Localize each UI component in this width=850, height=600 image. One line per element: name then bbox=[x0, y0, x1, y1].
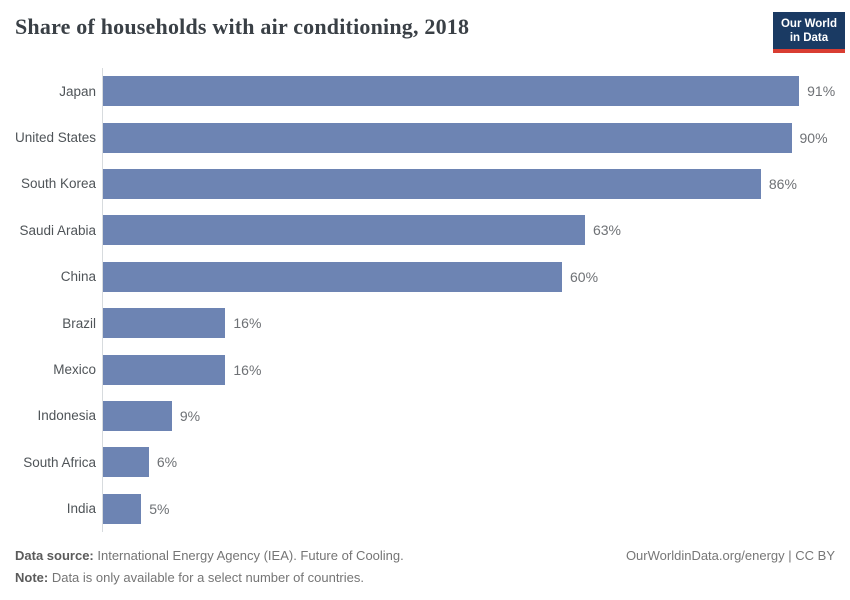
value-label: 9% bbox=[179, 407, 201, 424]
bar-row: United States 90% bbox=[14, 114, 845, 161]
bar[interactable] bbox=[103, 261, 562, 292]
category-label: Brazil bbox=[62, 315, 96, 331]
bar-track: 86% bbox=[102, 160, 845, 208]
value-label: 5% bbox=[149, 500, 170, 517]
bar-row: Indonesia 9% bbox=[14, 392, 845, 440]
note-line: Note: Data is only available for a selec… bbox=[15, 567, 404, 589]
category-label: Indonesia bbox=[37, 408, 96, 424]
bar-track: 91% bbox=[102, 68, 845, 115]
category-label: Saudi Arabia bbox=[19, 222, 96, 238]
category-label: Mexico bbox=[53, 362, 96, 378]
bar[interactable] bbox=[103, 76, 800, 107]
bar-row: Mexico 16% bbox=[14, 346, 845, 393]
bar[interactable] bbox=[103, 447, 149, 478]
value-label: 63% bbox=[592, 222, 621, 239]
bar[interactable] bbox=[103, 400, 172, 431]
bar[interactable] bbox=[103, 122, 792, 153]
bar-track: 16% bbox=[102, 299, 845, 347]
bar[interactable] bbox=[103, 354, 226, 385]
bar-chart: Japan 91% United States 90% South Korea … bbox=[14, 68, 845, 532]
bar-track: 16% bbox=[102, 346, 845, 393]
bar-row: Brazil 16% bbox=[14, 299, 845, 347]
page-title: Share of households with air conditionin… bbox=[15, 14, 470, 39]
bar-track: 90% bbox=[102, 114, 845, 161]
value-label: 60% bbox=[570, 268, 599, 285]
bar-row: Saudi Arabia 63% bbox=[14, 207, 845, 254]
bar[interactable] bbox=[103, 215, 585, 246]
value-label: 6% bbox=[156, 454, 178, 471]
bar-row: India 5% bbox=[14, 485, 845, 532]
bar-track: 5% bbox=[102, 485, 845, 532]
value-label: 16% bbox=[233, 361, 262, 378]
footer: Data source: International Energy Agency… bbox=[15, 545, 835, 589]
data-source-label: Data source: bbox=[15, 548, 94, 563]
bar-track: 63% bbox=[102, 207, 845, 254]
data-source-text: International Energy Agency (IEA). Futur… bbox=[93, 548, 404, 563]
category-label: Japan bbox=[59, 83, 96, 99]
bar-row: China 60% bbox=[14, 253, 845, 300]
category-label: China bbox=[60, 269, 96, 285]
note-text: Data is only available for a select numb… bbox=[48, 570, 364, 585]
bar[interactable] bbox=[103, 168, 761, 199]
data-source-line: Data source: International Energy Agency… bbox=[15, 545, 404, 567]
note-label: Note: bbox=[15, 570, 49, 585]
category-label: South Korea bbox=[20, 176, 96, 192]
value-label: 16% bbox=[233, 315, 262, 332]
category-label: United States bbox=[14, 130, 96, 146]
bar-track: 9% bbox=[102, 392, 845, 440]
value-label: 86% bbox=[768, 175, 797, 192]
attribution-link[interactable]: OurWorldinData.org/energy | CC BY bbox=[625, 548, 835, 563]
footer-notes: Data source: International Energy Agency… bbox=[15, 545, 404, 589]
bar[interactable] bbox=[103, 493, 142, 524]
bar-row: Japan 91% bbox=[14, 68, 845, 115]
value-label: 91% bbox=[807, 83, 836, 100]
owid-logo-line2: in Data bbox=[789, 32, 829, 44]
owid-logo-line1: Our World bbox=[780, 18, 837, 30]
category-label: South Africa bbox=[23, 454, 96, 470]
category-label: India bbox=[66, 501, 96, 517]
bar[interactable] bbox=[103, 308, 226, 339]
value-label: 90% bbox=[799, 129, 828, 146]
bar-row: South Africa 6% bbox=[14, 439, 845, 486]
bar-row: South Korea 86% bbox=[14, 160, 845, 208]
owid-logo[interactable]: Our World in Data bbox=[772, 12, 845, 53]
bar-track: 6% bbox=[102, 439, 845, 486]
bar-track: 60% bbox=[102, 253, 845, 300]
